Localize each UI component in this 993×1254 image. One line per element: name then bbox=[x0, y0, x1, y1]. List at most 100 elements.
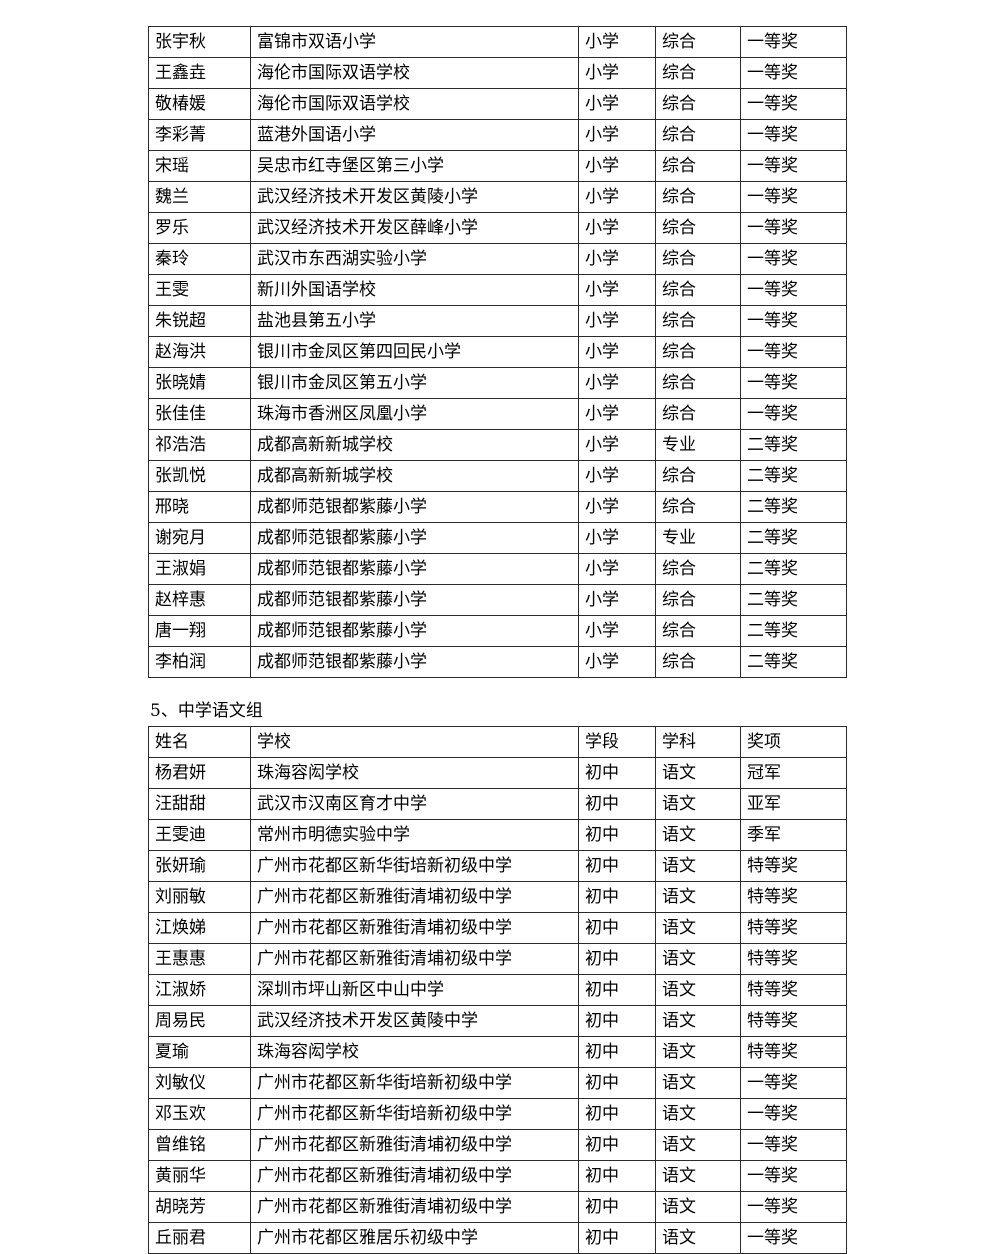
cell-name: 曾维铭 bbox=[148, 1129, 251, 1161]
table-row: 张凯悦 成都高新新城学校 小学 综合 二等奖 bbox=[148, 460, 847, 492]
cell-subject: 综合 bbox=[655, 646, 741, 678]
table-row: 江焕娣 广州市花都区新雅街清埔初级中学 初中 语文 特等奖 bbox=[148, 912, 847, 944]
cell-name: 谢宛月 bbox=[148, 522, 251, 554]
cell-stage: 初中 bbox=[578, 1036, 656, 1068]
cell-subject: 语文 bbox=[655, 1036, 741, 1068]
cell-subject: 综合 bbox=[655, 615, 741, 647]
cell-school: 广州市花都区新雅街清埔初级中学 bbox=[250, 943, 579, 975]
cell-subject: 综合 bbox=[655, 119, 741, 151]
cell-name: 夏瑜 bbox=[148, 1036, 251, 1068]
cell-award: 一等奖 bbox=[740, 212, 847, 244]
cell-school: 蓝港外国语小学 bbox=[250, 119, 579, 151]
cell-stage: 初中 bbox=[578, 1005, 656, 1037]
cell-subject: 语文 bbox=[655, 1067, 741, 1099]
cell-subject: 综合 bbox=[655, 398, 741, 430]
cell-subject: 语文 bbox=[655, 757, 741, 789]
cell-school: 武汉市汉南区育才中学 bbox=[250, 788, 579, 820]
cell-stage: 初中 bbox=[578, 912, 656, 944]
cell-subject: 综合 bbox=[655, 460, 741, 492]
cell-award: 一等奖 bbox=[740, 1191, 847, 1223]
table-row: 王惠惠 广州市花都区新雅街清埔初级中学 初中 语文 特等奖 bbox=[148, 943, 847, 975]
table-row: 张佳佳 珠海市香洲区凤凰小学 小学 综合 一等奖 bbox=[148, 398, 847, 430]
cell-subject: 语文 bbox=[655, 943, 741, 975]
cell-school: 深圳市坪山新区中山中学 bbox=[250, 974, 579, 1006]
table-row: 秦玲 武汉市东西湖实验小学 小学 综合 一等奖 bbox=[148, 243, 847, 275]
cell-name: 邢晓 bbox=[148, 491, 251, 523]
table-row: 李彩菁 蓝港外国语小学 小学 综合 一等奖 bbox=[148, 119, 847, 151]
cell-stage: 小学 bbox=[578, 491, 656, 523]
cell-stage: 小学 bbox=[578, 212, 656, 244]
cell-stage: 小学 bbox=[578, 553, 656, 585]
table-row: 张妍瑜 广州市花都区新华街培新初级中学 初中 语文 特等奖 bbox=[148, 850, 847, 882]
cell-school: 海伦市国际双语学校 bbox=[250, 57, 579, 89]
cell-award: 冠军 bbox=[740, 757, 847, 789]
cell-subject: 综合 bbox=[655, 212, 741, 244]
table-row: 刘丽敏 广州市花都区新雅街清埔初级中学 初中 语文 特等奖 bbox=[148, 881, 847, 913]
cell-stage: 小学 bbox=[578, 584, 656, 616]
cell-award: 一等奖 bbox=[740, 274, 847, 306]
cell-award: 一等奖 bbox=[740, 181, 847, 213]
cell-school: 珠海容闳学校 bbox=[250, 757, 579, 789]
cell-award: 一等奖 bbox=[740, 243, 847, 275]
cell-school: 盐池县第五小学 bbox=[250, 305, 579, 337]
cell-award: 亚军 bbox=[740, 788, 847, 820]
cell-subject: 综合 bbox=[655, 305, 741, 337]
cell-subject: 语文 bbox=[655, 1098, 741, 1130]
cell-school: 成都高新新城学校 bbox=[250, 460, 579, 492]
table-row: 邓玉欢 广州市花都区新华街培新初级中学 初中 语文 一等奖 bbox=[148, 1098, 847, 1130]
table-row: 唐一翔 成都师范银都紫藤小学 小学 综合 二等奖 bbox=[148, 615, 847, 647]
table-row: 王鑫垚 海伦市国际双语学校 小学 综合 一等奖 bbox=[148, 57, 847, 89]
cell-stage: 小学 bbox=[578, 460, 656, 492]
table-row: 周易民 武汉经济技术开发区黄陵中学 初中 语文 特等奖 bbox=[148, 1005, 847, 1037]
cell-name: 赵海洪 bbox=[148, 336, 251, 368]
cell-subject: 综合 bbox=[655, 88, 741, 120]
table-row: 魏兰 武汉经济技术开发区黄陵小学 小学 综合 一等奖 bbox=[148, 181, 847, 213]
cell-subject: 综合 bbox=[655, 336, 741, 368]
cell-stage: 小学 bbox=[578, 646, 656, 678]
cell-award: 特等奖 bbox=[740, 1005, 847, 1037]
cell-school: 武汉经济技术开发区黄陵中学 bbox=[250, 1005, 579, 1037]
cell-name: 敬椿媛 bbox=[148, 88, 251, 120]
cell-school: 成都师范银都紫藤小学 bbox=[250, 646, 579, 678]
cell-name: 王鑫垚 bbox=[148, 57, 251, 89]
cell-stage: 初中 bbox=[578, 1067, 656, 1099]
cell-name: 张妍瑜 bbox=[148, 850, 251, 882]
cell-stage: 初中 bbox=[578, 1222, 656, 1254]
cell-name: 周易民 bbox=[148, 1005, 251, 1037]
cell-name: 李彩菁 bbox=[148, 119, 251, 151]
cell-subject: 语文 bbox=[655, 1222, 741, 1254]
cell-award: 二等奖 bbox=[740, 615, 847, 647]
table-row: 祁浩浩 成都高新新城学校 小学 专业 二等奖 bbox=[148, 429, 847, 461]
cell-stage: 小学 bbox=[578, 522, 656, 554]
cell-subject: 综合 bbox=[655, 584, 741, 616]
cell-name: 杨君妍 bbox=[148, 757, 251, 789]
cell-school: 海伦市国际双语学校 bbox=[250, 88, 579, 120]
section-spacer bbox=[148, 678, 846, 700]
table-row: 宋瑶 吴忠市红寺堡区第三小学 小学 综合 一等奖 bbox=[148, 150, 847, 182]
cell-school: 银川市金凤区第四回民小学 bbox=[250, 336, 579, 368]
table-row: 曾维铭 广州市花都区新雅街清埔初级中学 初中 语文 一等奖 bbox=[148, 1129, 847, 1161]
cell-name: 江淑娇 bbox=[148, 974, 251, 1006]
cell-name: 王雯 bbox=[148, 274, 251, 306]
cell-award: 一等奖 bbox=[740, 26, 847, 58]
cell-name: 刘丽敏 bbox=[148, 881, 251, 913]
table-row: 王雯 新川外国语学校 小学 综合 一等奖 bbox=[148, 274, 847, 306]
column-header-school: 学校 bbox=[250, 726, 579, 758]
cell-school: 广州市花都区雅居乐初级中学 bbox=[250, 1222, 579, 1254]
cell-award: 一等奖 bbox=[740, 1129, 847, 1161]
cell-school: 广州市花都区新雅街清埔初级中学 bbox=[250, 1160, 579, 1192]
cell-name: 王惠惠 bbox=[148, 943, 251, 975]
cell-stage: 小学 bbox=[578, 398, 656, 430]
cell-stage: 初中 bbox=[578, 819, 656, 851]
table-row: 赵海洪 银川市金凤区第四回民小学 小学 综合 一等奖 bbox=[148, 336, 847, 368]
table-row: 夏瑜 珠海容闳学校 初中 语文 特等奖 bbox=[148, 1036, 847, 1068]
cell-stage: 初中 bbox=[578, 788, 656, 820]
cell-name: 王雯迪 bbox=[148, 819, 251, 851]
cell-name: 唐一翔 bbox=[148, 615, 251, 647]
cell-school: 吴忠市红寺堡区第三小学 bbox=[250, 150, 579, 182]
award-table-middle-school-head: 姓名 学校 学段 学科 奖项 bbox=[148, 726, 847, 758]
cell-stage: 初中 bbox=[578, 757, 656, 789]
cell-subject: 专业 bbox=[655, 522, 741, 554]
table-row: 李柏润 成都师范银都紫藤小学 小学 综合 二等奖 bbox=[148, 646, 847, 678]
cell-stage: 小学 bbox=[578, 57, 656, 89]
